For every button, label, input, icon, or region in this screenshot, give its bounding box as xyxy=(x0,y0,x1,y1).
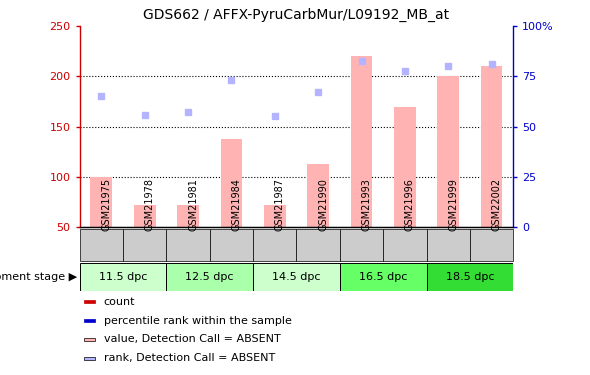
Bar xyxy=(84,357,95,360)
Bar xyxy=(210,229,253,261)
Text: GSM21984: GSM21984 xyxy=(231,178,241,231)
Bar xyxy=(470,229,513,261)
Bar xyxy=(84,300,95,303)
Text: rank, Detection Call = ABSENT: rank, Detection Call = ABSENT xyxy=(103,353,275,363)
Bar xyxy=(134,205,156,227)
Bar xyxy=(90,177,112,227)
Bar xyxy=(384,229,427,261)
Text: GSM21978: GSM21978 xyxy=(145,178,155,231)
Text: 14.5 dpc: 14.5 dpc xyxy=(272,272,321,282)
Bar xyxy=(253,229,297,261)
Text: count: count xyxy=(103,297,135,307)
Text: value, Detection Call = ABSENT: value, Detection Call = ABSENT xyxy=(103,334,280,344)
Bar xyxy=(264,205,286,227)
Bar xyxy=(123,229,166,261)
Text: GSM21975: GSM21975 xyxy=(101,178,112,231)
Bar xyxy=(84,338,95,341)
Bar xyxy=(80,229,123,261)
Text: GSM21990: GSM21990 xyxy=(318,178,328,231)
Text: 12.5 dpc: 12.5 dpc xyxy=(185,272,234,282)
Bar xyxy=(481,66,503,227)
Bar xyxy=(350,56,372,227)
Text: GSM21993: GSM21993 xyxy=(362,178,372,231)
Text: 18.5 dpc: 18.5 dpc xyxy=(445,272,494,282)
Bar xyxy=(340,229,384,261)
Bar xyxy=(177,205,199,227)
Text: GSM21999: GSM21999 xyxy=(448,178,458,231)
Text: percentile rank within the sample: percentile rank within the sample xyxy=(103,316,291,326)
Title: GDS662 / AFFX-PyruCarbMur/L09192_MB_at: GDS662 / AFFX-PyruCarbMur/L09192_MB_at xyxy=(143,8,450,22)
Bar xyxy=(221,139,242,227)
Text: GSM22002: GSM22002 xyxy=(491,178,502,231)
Text: 16.5 dpc: 16.5 dpc xyxy=(359,272,407,282)
Bar xyxy=(166,229,210,261)
Bar xyxy=(427,229,470,261)
Bar xyxy=(253,262,340,291)
Bar xyxy=(297,229,340,261)
Text: 11.5 dpc: 11.5 dpc xyxy=(99,272,147,282)
Text: GSM21981: GSM21981 xyxy=(188,178,198,231)
Bar xyxy=(166,262,253,291)
Text: GSM21996: GSM21996 xyxy=(405,178,415,231)
Bar xyxy=(80,262,166,291)
Bar xyxy=(427,262,513,291)
Bar xyxy=(84,319,95,322)
Bar xyxy=(437,76,459,227)
Bar xyxy=(307,164,329,227)
Text: development stage ▶: development stage ▶ xyxy=(0,272,77,282)
Text: GSM21987: GSM21987 xyxy=(275,178,285,231)
Bar xyxy=(394,106,416,227)
Bar xyxy=(340,262,427,291)
